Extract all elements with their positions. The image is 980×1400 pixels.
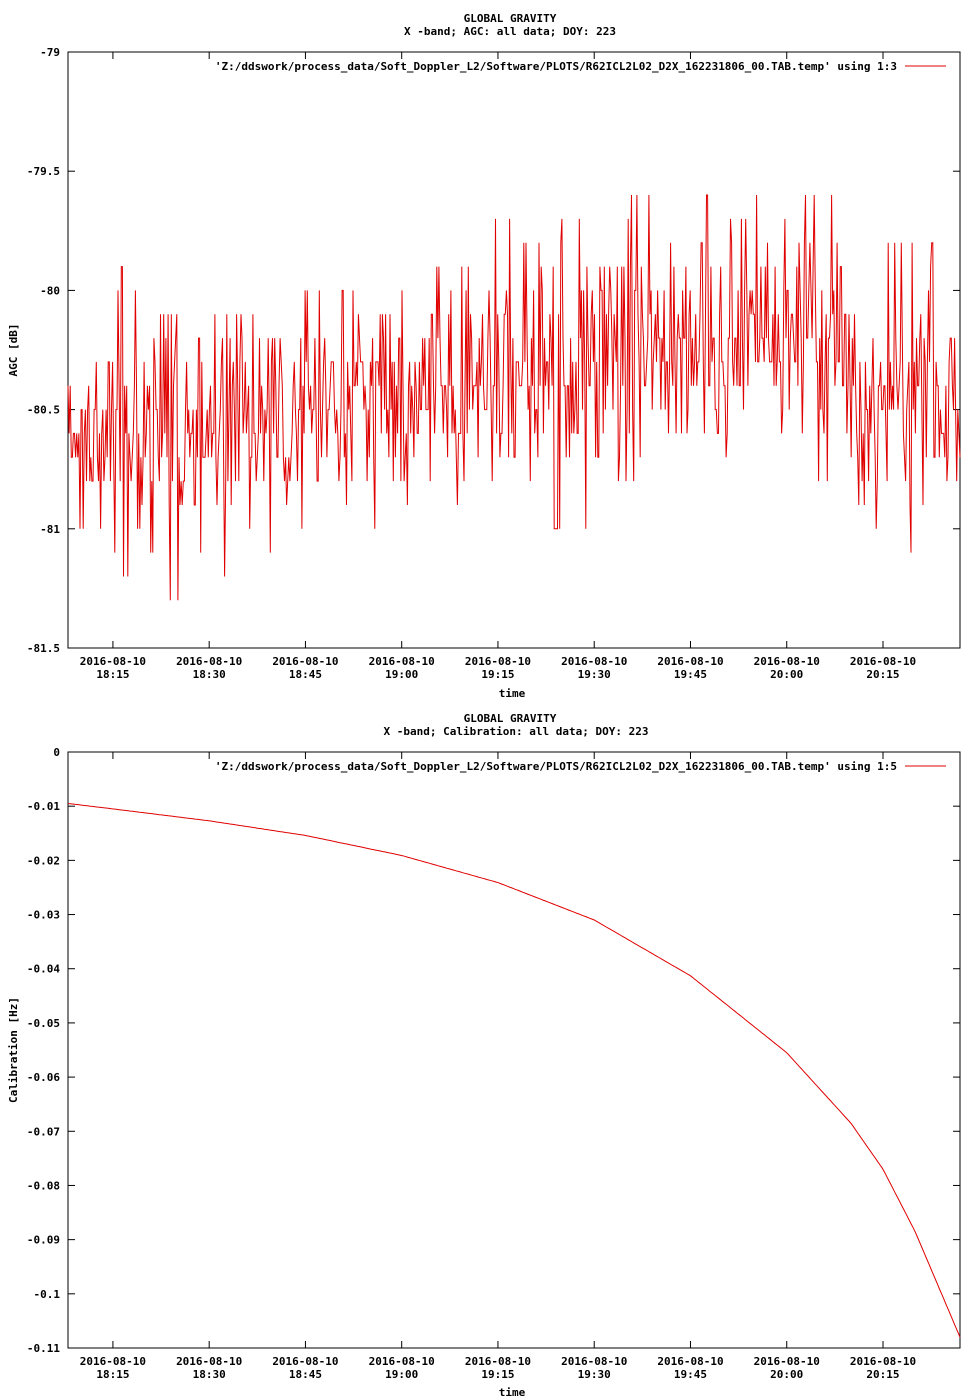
agc-x-tick-time: 19:15 bbox=[481, 668, 514, 681]
agc-x-tick-time: 18:15 bbox=[96, 668, 129, 681]
agc-panel: GLOBAL GRAVITY X -band; AGC: all data; D… bbox=[7, 12, 961, 700]
agc-x-tick-time: 18:30 bbox=[193, 668, 226, 681]
cal-x-ticks: 2016-08-1018:152016-08-1018:302016-08-10… bbox=[80, 752, 916, 1381]
agc-x-axis-label: time bbox=[499, 687, 526, 700]
cal-x-tick-time: 19:15 bbox=[481, 1368, 514, 1381]
agc-x-tick-time: 19:45 bbox=[674, 668, 707, 681]
agc-y-tick-label: -80 bbox=[40, 284, 60, 297]
cal-x-tick-date: 2016-08-10 bbox=[754, 1355, 820, 1368]
cal-y-tick-label: -0.01 bbox=[27, 800, 60, 813]
agc-legend-label: 'Z:/ddswork/process_data/Soft_Doppler_L2… bbox=[215, 60, 897, 73]
cal-x-tick-time: 18:15 bbox=[96, 1368, 129, 1381]
cal-chart-subtitle: X -band; Calibration: all data; DOY: 223 bbox=[384, 725, 649, 738]
cal-y-tick-label: -0.06 bbox=[27, 1071, 60, 1084]
cal-series-layer bbox=[67, 803, 961, 1338]
cal-y-ticks: 0 -0.01 -0.02 -0.03 -0.04 -0.05 -0.06 -0.07 -0.0… bbox=[27, 746, 960, 1355]
cal-y-axis-label: Calibration [Hz] bbox=[7, 997, 20, 1103]
agc-chart-title: GLOBAL GRAVITY bbox=[464, 12, 557, 25]
cal-y-tick-label: -0.04 bbox=[27, 963, 60, 976]
agc-x-tick-date: 2016-08-10 bbox=[465, 655, 531, 668]
agc-plot-frame bbox=[67, 51, 961, 649]
agc-x-tick-date: 2016-08-10 bbox=[561, 655, 627, 668]
agc-y-tick-label: -79 bbox=[40, 46, 60, 59]
agc-x-tick-time: 18:45 bbox=[289, 668, 322, 681]
cal-x-tick-time: 19:30 bbox=[578, 1368, 611, 1381]
agc-x-tick-date: 2016-08-10 bbox=[272, 655, 338, 668]
agc-x-tick-date: 2016-08-10 bbox=[176, 655, 242, 668]
cal-x-tick-time: 19:45 bbox=[674, 1368, 707, 1381]
cal-x-tick-date: 2016-08-10 bbox=[850, 1355, 916, 1368]
calibration-panel: GLOBAL GRAVITY X -band; Calibration: all… bbox=[7, 712, 961, 1399]
agc-series-layer bbox=[67, 194, 961, 601]
agc-x-tick-time: 19:30 bbox=[578, 668, 611, 681]
cal-x-tick-date: 2016-08-10 bbox=[369, 1355, 435, 1368]
agc-x-tick-time: 19:00 bbox=[385, 668, 418, 681]
cal-x-tick-time: 20:00 bbox=[770, 1368, 803, 1381]
agc-x-tick-time: 20:00 bbox=[770, 668, 803, 681]
cal-y-tick-label: -0.02 bbox=[27, 854, 60, 867]
cal-legend-label: 'Z:/ddswork/process_data/Soft_Doppler_L2… bbox=[215, 760, 897, 773]
agc-x-tick-date: 2016-08-10 bbox=[754, 655, 820, 668]
cal-plot-frame bbox=[67, 751, 961, 1349]
cal-x-tick-time: 19:00 bbox=[385, 1368, 418, 1381]
cal-series-line bbox=[67, 803, 961, 1338]
cal-y-tick-label: -0.08 bbox=[27, 1179, 60, 1192]
agc-series-line bbox=[67, 194, 961, 601]
agc-x-tick-date: 2016-08-10 bbox=[80, 655, 146, 668]
agc-x-tick-time: 20:15 bbox=[866, 668, 899, 681]
agc-x-tick-date: 2016-08-10 bbox=[369, 655, 435, 668]
agc-y-tick-label: -80.5 bbox=[27, 404, 60, 417]
cal-y-tick-label: -0.05 bbox=[27, 1017, 60, 1030]
cal-y-tick-label: 0 bbox=[53, 746, 60, 759]
cal-y-tick-label: -0.07 bbox=[27, 1125, 60, 1138]
cal-x-tick-date: 2016-08-10 bbox=[657, 1355, 723, 1368]
agc-y-tick-label: -79.5 bbox=[27, 165, 60, 178]
agc-y-axis-label: AGC [dB] bbox=[7, 324, 20, 377]
cal-x-tick-time: 18:30 bbox=[193, 1368, 226, 1381]
cal-x-axis-label: time bbox=[499, 1386, 526, 1399]
cal-x-tick-date: 2016-08-10 bbox=[80, 1355, 146, 1368]
agc-x-ticks: 2016-08-1018:152016-08-1018:302016-08-10… bbox=[80, 52, 916, 681]
agc-x-tick-date: 2016-08-10 bbox=[657, 655, 723, 668]
cal-x-tick-date: 2016-08-10 bbox=[561, 1355, 627, 1368]
cal-x-tick-date: 2016-08-10 bbox=[465, 1355, 531, 1368]
cal-x-tick-time: 18:45 bbox=[289, 1368, 322, 1381]
cal-y-tick-label: -0.11 bbox=[27, 1342, 60, 1355]
cal-x-tick-time: 20:15 bbox=[866, 1368, 899, 1381]
agc-x-tick-date: 2016-08-10 bbox=[850, 655, 916, 668]
cal-y-tick-label: -0.09 bbox=[27, 1234, 60, 1247]
agc-chart-subtitle: X -band; AGC: all data; DOY: 223 bbox=[404, 25, 616, 38]
cal-chart-title: GLOBAL GRAVITY bbox=[464, 712, 557, 725]
cal-x-tick-date: 2016-08-10 bbox=[272, 1355, 338, 1368]
cal-x-tick-date: 2016-08-10 bbox=[176, 1355, 242, 1368]
cal-y-tick-label: -0.03 bbox=[27, 909, 60, 922]
agc-y-tick-label: -81.5 bbox=[27, 642, 60, 655]
cal-y-tick-label: -0.1 bbox=[34, 1288, 61, 1301]
agc-y-tick-label: -81 bbox=[40, 523, 60, 536]
